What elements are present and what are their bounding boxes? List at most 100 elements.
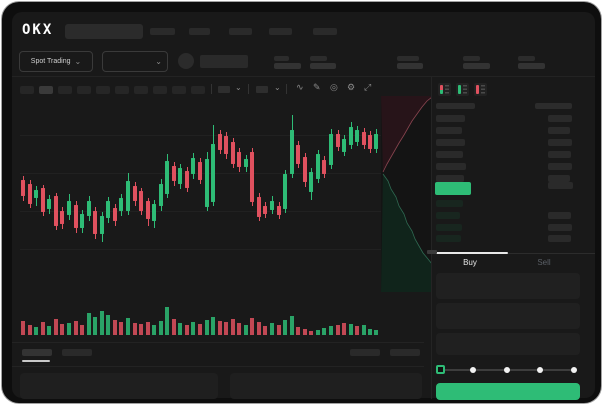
- market-type-select[interactable]: Spot Trading ⌄: [19, 51, 93, 72]
- ask-price-bar[interactable]: [436, 175, 464, 182]
- bid-amount-bar[interactable]: [548, 235, 571, 242]
- bid-price-bar[interactable]: [436, 200, 463, 207]
- stat-value: [274, 63, 301, 69]
- slider-dot[interactable]: [504, 367, 510, 373]
- tab-sell[interactable]: Sell: [508, 255, 580, 269]
- slider-dot[interactable]: [571, 367, 577, 373]
- last-price-bar[interactable]: [435, 182, 471, 195]
- bid-price-bar[interactable]: [436, 212, 460, 219]
- ask-amount-bar[interactable]: [548, 139, 572, 146]
- timeframe-chip[interactable]: [58, 86, 72, 94]
- ask-price-bar[interactable]: [436, 163, 466, 170]
- chevron-down-icon[interactable]: ⌄: [235, 83, 242, 92]
- candle: [374, 134, 378, 149]
- ask-amount-bar[interactable]: [548, 151, 571, 158]
- volume-bar: [34, 327, 38, 335]
- tab-buy[interactable]: Buy: [434, 255, 506, 269]
- candle: [139, 191, 143, 211]
- timeframe-chip[interactable]: [172, 86, 186, 94]
- slider-dot[interactable]: [537, 367, 543, 373]
- chevron-down-icon: ⌄: [74, 56, 82, 66]
- ask-amount-bar[interactable]: [548, 127, 570, 134]
- volume-bar: [283, 320, 287, 335]
- nav-item[interactable]: [150, 28, 175, 35]
- timeframe-chip[interactable]: [115, 86, 129, 94]
- slider-handle[interactable]: [436, 365, 445, 374]
- volume-bar: [290, 316, 294, 335]
- bottom-panel: [230, 373, 422, 399]
- volume-bar: [146, 322, 150, 335]
- bid-amount-bar[interactable]: [548, 212, 571, 219]
- ask-amount-bar[interactable]: [548, 163, 572, 170]
- bid-price-bar[interactable]: [436, 235, 461, 242]
- candle: [290, 130, 294, 174]
- chevron-down-icon[interactable]: ⌄: [274, 83, 281, 92]
- bid-price-bar[interactable]: [436, 224, 462, 231]
- volume-bar: [178, 323, 182, 335]
- pair-name-skeleton[interactable]: [200, 55, 248, 68]
- volume-bar: [191, 322, 195, 335]
- timeframe-chip[interactable]: [134, 86, 148, 94]
- volume-bar: [309, 331, 313, 335]
- candle: [113, 208, 117, 221]
- book-view-bids-icon[interactable]: [456, 83, 469, 96]
- bottom-tab[interactable]: [390, 349, 420, 356]
- ask-price-bar[interactable]: [436, 127, 462, 134]
- gridline: [20, 173, 430, 174]
- book-view-combined-icon[interactable]: [438, 83, 451, 96]
- tool-dropdown[interactable]: [256, 86, 268, 93]
- nav-item[interactable]: [189, 28, 210, 35]
- ask-amount-bar[interactable]: [548, 115, 572, 122]
- draw-pencil-icon[interactable]: ✎: [313, 82, 321, 92]
- ask-price-bar[interactable]: [436, 139, 465, 146]
- stat-label: [310, 56, 327, 61]
- volume-bar: [139, 324, 143, 335]
- fullscreen-expand-icon[interactable]: ⤢: [364, 82, 372, 92]
- indicator-wave-icon[interactable]: ∿: [296, 82, 304, 92]
- ask-price-bar[interactable]: [436, 151, 463, 158]
- timeframe-chip[interactable]: [20, 86, 34, 94]
- candle: [41, 188, 45, 212]
- nav-item[interactable]: [229, 28, 252, 35]
- timeframe-chip[interactable]: [77, 86, 91, 94]
- volume-bar: [316, 330, 320, 335]
- bottom-tab[interactable]: [62, 349, 92, 356]
- bottom-tab[interactable]: [350, 349, 380, 356]
- divider: [12, 342, 424, 343]
- volume-bar: [224, 322, 228, 335]
- tool-dropdown[interactable]: [218, 86, 230, 93]
- volume-bar: [54, 319, 58, 335]
- settings-gear-icon[interactable]: ⚙: [347, 82, 356, 92]
- nav-item[interactable]: [313, 28, 337, 35]
- order-input[interactable]: [436, 333, 580, 355]
- search-input[interactable]: [65, 24, 143, 39]
- timeframe-chip[interactable]: [153, 86, 167, 94]
- candle: [257, 197, 261, 217]
- divider: [431, 77, 432, 399]
- bid-amount-bar[interactable]: [548, 224, 572, 231]
- candle: [296, 145, 300, 164]
- volume-bar: [303, 329, 307, 335]
- volume-bar: [159, 321, 163, 335]
- candle: [244, 159, 248, 167]
- volume-bar: [336, 325, 340, 335]
- ask-amount-bar[interactable]: [548, 175, 570, 182]
- slider-dot[interactable]: [470, 367, 476, 373]
- candle: [355, 130, 359, 142]
- pair-select[interactable]: ⌄: [102, 51, 168, 72]
- book-view-asks-icon[interactable]: [474, 83, 487, 96]
- buy-submit-button[interactable]: [436, 383, 580, 400]
- screenshot-camera-icon[interactable]: ◎: [330, 82, 338, 92]
- order-input[interactable]: [436, 303, 580, 329]
- ask-price-bar[interactable]: [436, 115, 465, 122]
- volume-bar: [374, 330, 378, 335]
- nav-item[interactable]: [269, 28, 292, 35]
- order-input[interactable]: [436, 273, 580, 299]
- candle: [342, 139, 346, 152]
- timeframe-chip[interactable]: [96, 86, 110, 94]
- timeframe-chip[interactable]: [191, 86, 205, 94]
- volume-bar: [250, 318, 254, 335]
- bottom-tab[interactable]: [22, 349, 52, 356]
- volume-bar: [296, 327, 300, 335]
- timeframe-chip[interactable]: [39, 86, 53, 94]
